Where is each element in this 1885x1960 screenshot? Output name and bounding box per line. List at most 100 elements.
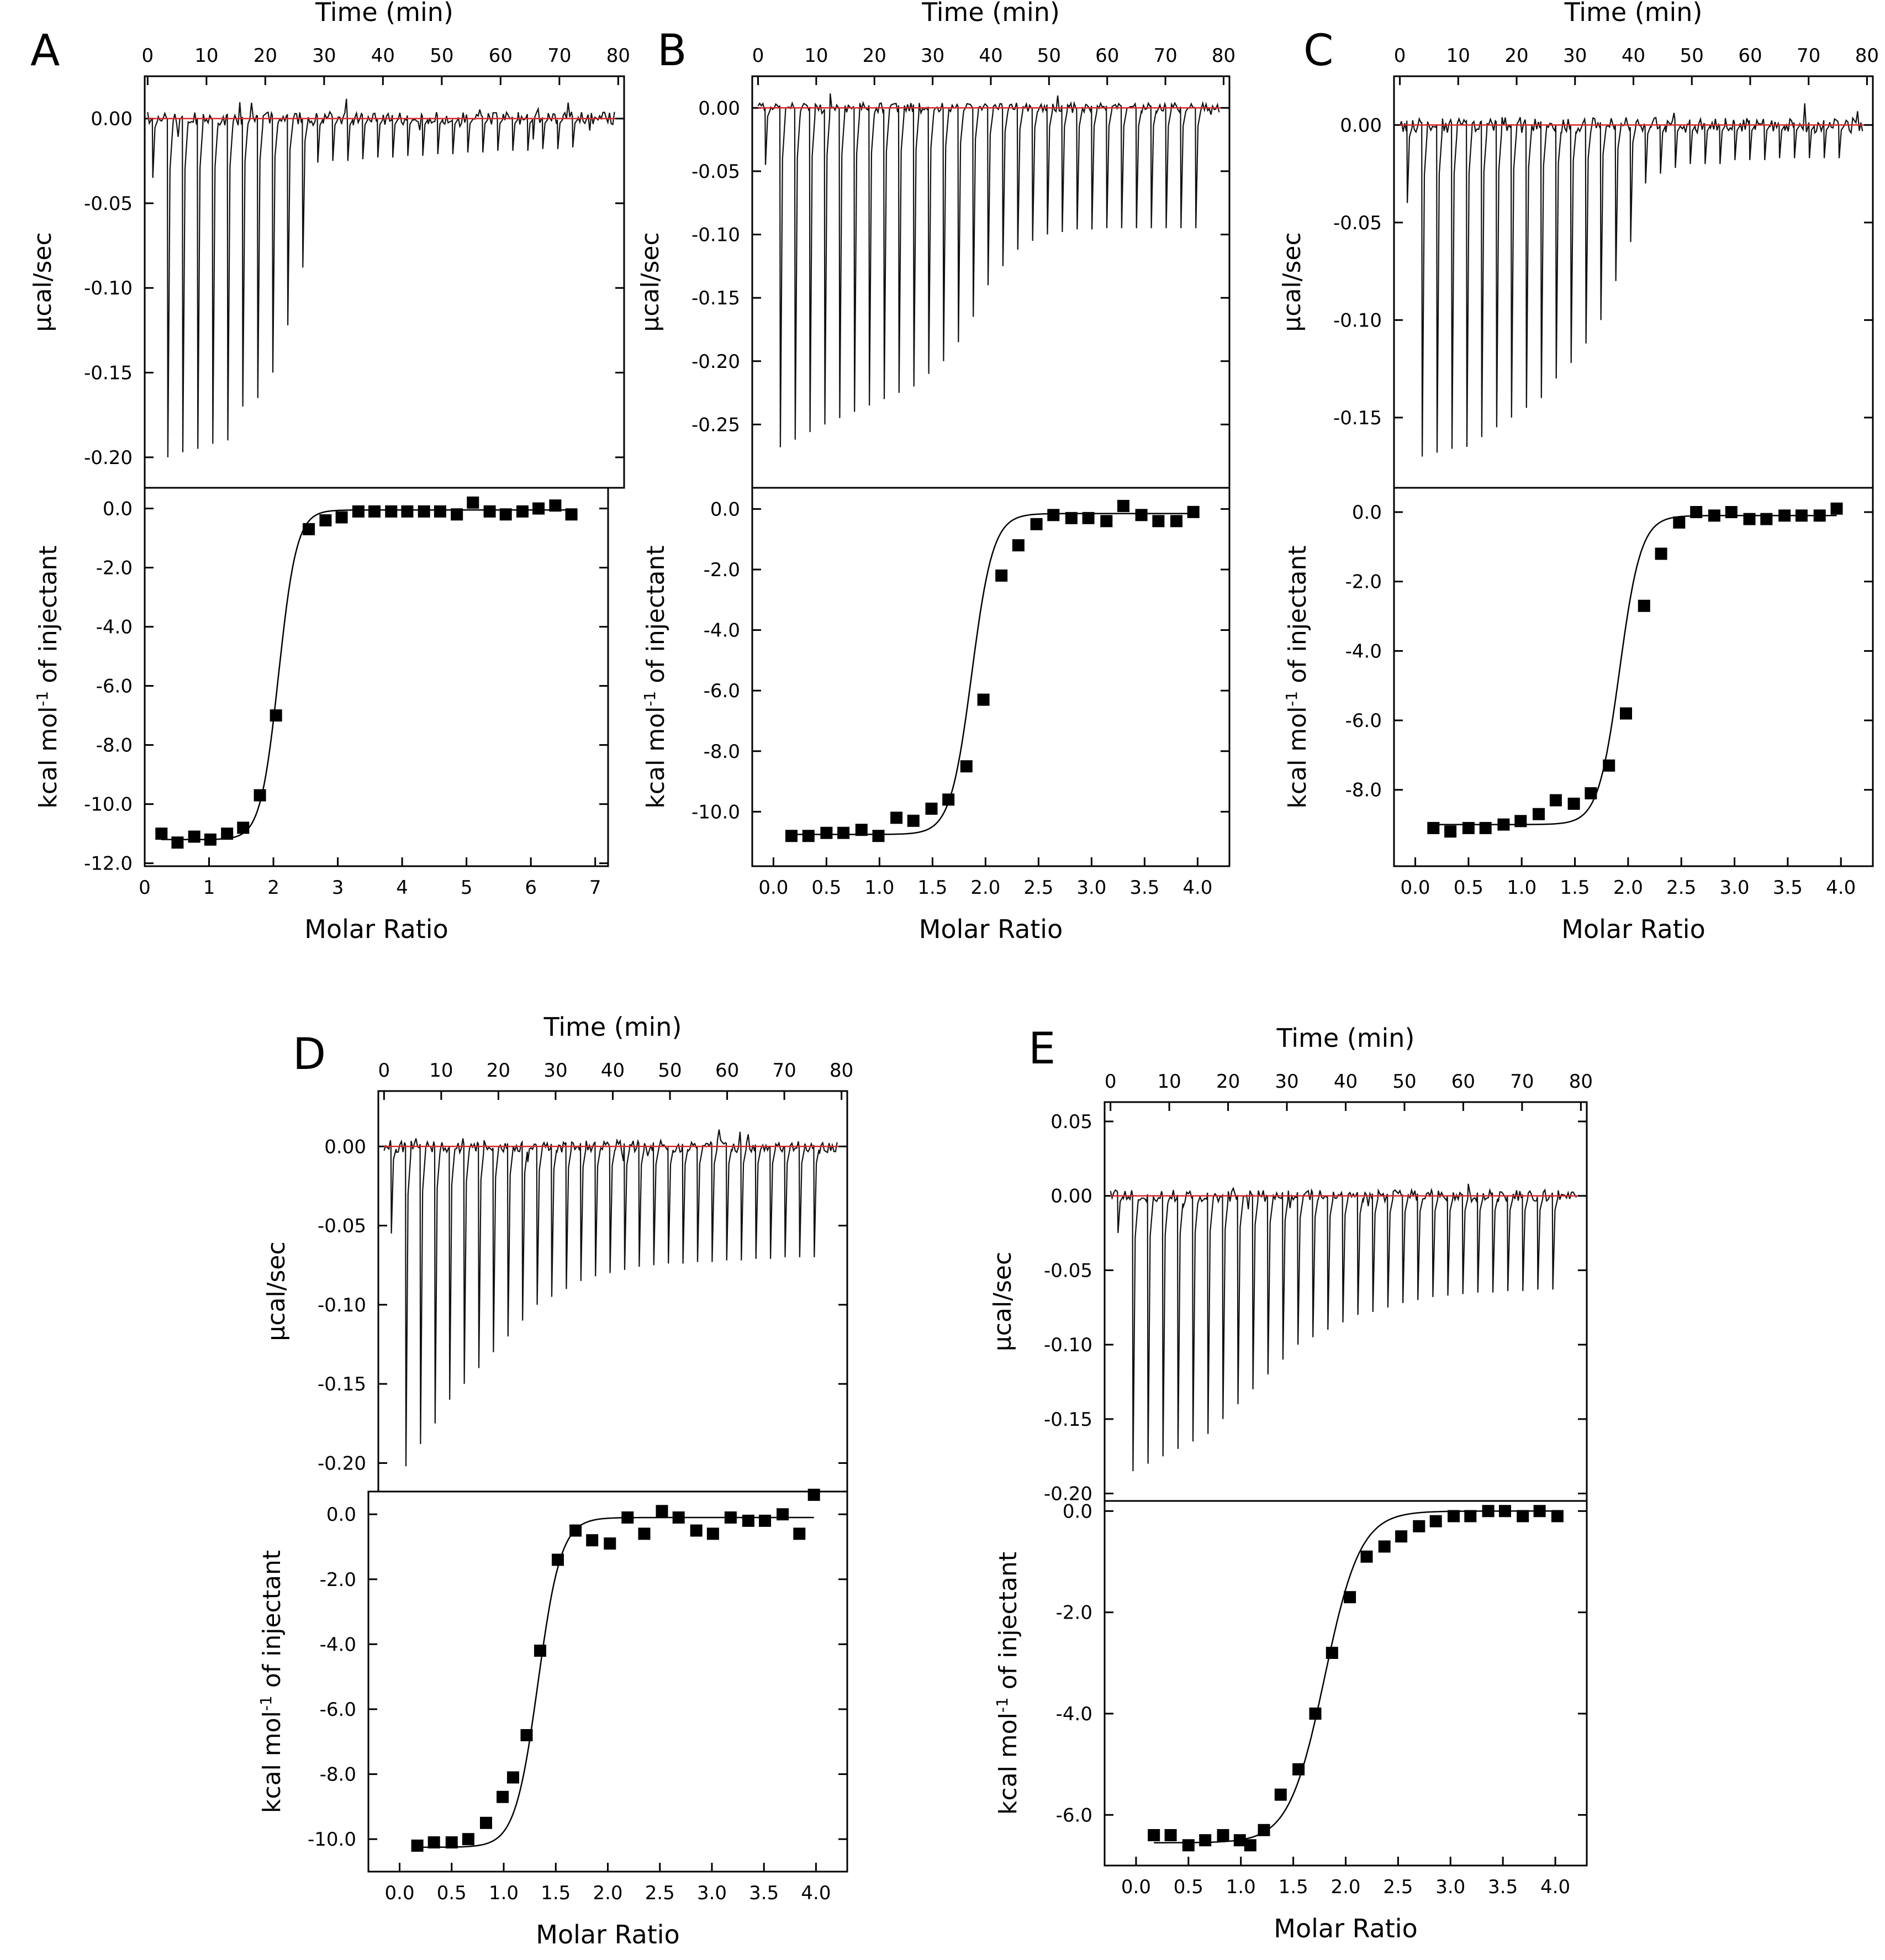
data-point (497, 1790, 509, 1803)
binding-y-tick-label: -4.0 (1345, 640, 1382, 662)
raw-heat-trace (1110, 1183, 1577, 1472)
raw-y-tick-label: -0.10 (84, 277, 133, 299)
time-tick-label: 80 (1569, 1071, 1593, 1093)
data-point (1292, 1763, 1305, 1775)
data-point (1567, 797, 1580, 810)
data-point (807, 1488, 820, 1501)
raw-y-axis-title: µcal/sec (1278, 232, 1306, 331)
data-point (638, 1527, 651, 1540)
time-tick-label: 80 (1855, 45, 1879, 67)
data-point (1135, 509, 1148, 521)
data-point (171, 836, 184, 849)
time-axis-title: Time (min) (543, 1012, 682, 1042)
data-point (1725, 506, 1738, 518)
raw-y-tick-label: -0.10 (1044, 1334, 1092, 1356)
time-tick-label: 80 (1212, 45, 1235, 67)
raw-y-tick-label: -0.15 (1333, 407, 1382, 429)
data-point (303, 523, 315, 535)
raw-y-tick-label: -0.05 (691, 161, 740, 183)
binding-y-tick-label: -2.0 (1345, 571, 1382, 593)
data-point (532, 502, 545, 515)
raw-y-tick-label: 0.00 (324, 1136, 366, 1158)
binding-y-tick-label: 0.0 (326, 1504, 356, 1526)
molar-tick-label: 0.0 (1400, 877, 1430, 899)
time-tick-label: 50 (1037, 45, 1061, 67)
data-point (690, 1524, 703, 1537)
time-tick-label: 60 (715, 1060, 739, 1082)
time-tick-label: 80 (830, 1060, 853, 1082)
data-point (1497, 818, 1510, 831)
data-point (385, 505, 398, 518)
data-point (1199, 1834, 1212, 1847)
binding-y-tick-label: -6.0 (96, 676, 133, 698)
binding-y-tick-label: -10.0 (84, 794, 133, 816)
molar-tick-label: 3.0 (1076, 877, 1106, 899)
raw-y-tick-label: -0.20 (691, 351, 740, 373)
time-tick-label: 50 (430, 45, 453, 67)
data-point (1448, 1510, 1460, 1522)
molar-tick-label: 3.5 (1129, 877, 1159, 899)
raw-y-tick-label: -0.20 (84, 447, 133, 469)
raw-y-tick-label: -0.05 (318, 1215, 366, 1237)
data-point (549, 499, 562, 512)
data-point (872, 830, 885, 842)
binding-y-tick-label: -8.0 (96, 735, 133, 757)
raw-y-tick-label: -0.25 (691, 414, 740, 436)
data-point (1148, 1829, 1160, 1841)
raw-y-tick-label: -0.05 (1044, 1260, 1092, 1282)
data-point (1482, 1505, 1495, 1518)
data-point (1533, 808, 1545, 820)
binding-y-tick-label: -4.0 (1056, 1703, 1092, 1725)
data-point (1517, 1510, 1529, 1522)
time-tick-label: 70 (1797, 45, 1820, 67)
raw-heat-trace (147, 98, 615, 457)
molar-tick-label: 1.5 (541, 1882, 571, 1904)
raw-y-tick-label: -0.15 (84, 362, 133, 384)
data-point (1012, 539, 1025, 552)
time-tick-label: 70 (1153, 45, 1177, 67)
data-point (1182, 1839, 1195, 1852)
molar-axis-title: Molar Ratio (536, 1920, 679, 1950)
data-point (352, 505, 365, 518)
time-tick-label: 40 (371, 45, 395, 67)
data-point (1100, 515, 1113, 528)
data-point (155, 828, 168, 840)
molar-tick-label: 3.0 (1719, 877, 1749, 899)
binding-y-tick-label: 0.0 (1352, 502, 1382, 524)
molar-tick-label: 0.5 (1174, 1876, 1203, 1898)
data-point (1603, 759, 1615, 772)
time-axis-title: Time (min) (1564, 0, 1703, 27)
raw-y-tick-label: -0.15 (318, 1373, 366, 1395)
time-tick-label: 50 (1680, 45, 1704, 67)
data-point (1514, 815, 1527, 828)
data-point (188, 830, 200, 843)
binding-y-axis-title: kcal mol-1 of injectant (257, 1550, 286, 1813)
data-point (1244, 1839, 1256, 1852)
raw-y-tick-label: 0.00 (1340, 114, 1382, 136)
raw-y-tick-label: 0.00 (91, 108, 133, 130)
molar-tick-label: 2.5 (645, 1882, 675, 1904)
data-point (1413, 1520, 1425, 1532)
molar-tick-label: 2.5 (1023, 877, 1053, 899)
data-point (802, 830, 815, 842)
time-tick-label: 0 (1394, 45, 1406, 67)
data-point (907, 814, 920, 827)
molar-tick-label: 3.5 (749, 1882, 779, 1904)
binding-y-tick-label: -6.0 (320, 1699, 356, 1721)
binding-y-tick-label: -2.0 (96, 557, 133, 579)
molar-tick-label: 2 (267, 877, 279, 899)
data-point (1708, 509, 1720, 522)
data-point (480, 1816, 492, 1829)
molar-tick-label: 4.0 (801, 1882, 831, 1904)
data-point (1217, 1829, 1229, 1841)
time-tick-label: 10 (1446, 45, 1470, 67)
data-point (467, 496, 479, 509)
time-tick-label: 10 (429, 1060, 453, 1082)
time-tick-label: 0 (142, 45, 154, 67)
molar-tick-label: 1.5 (1279, 1876, 1308, 1898)
molar-tick-label: 2.0 (1330, 1876, 1360, 1898)
time-tick-label: 30 (543, 1060, 567, 1082)
data-point (1344, 1591, 1356, 1604)
data-point (1479, 821, 1492, 834)
data-point (427, 1836, 440, 1849)
